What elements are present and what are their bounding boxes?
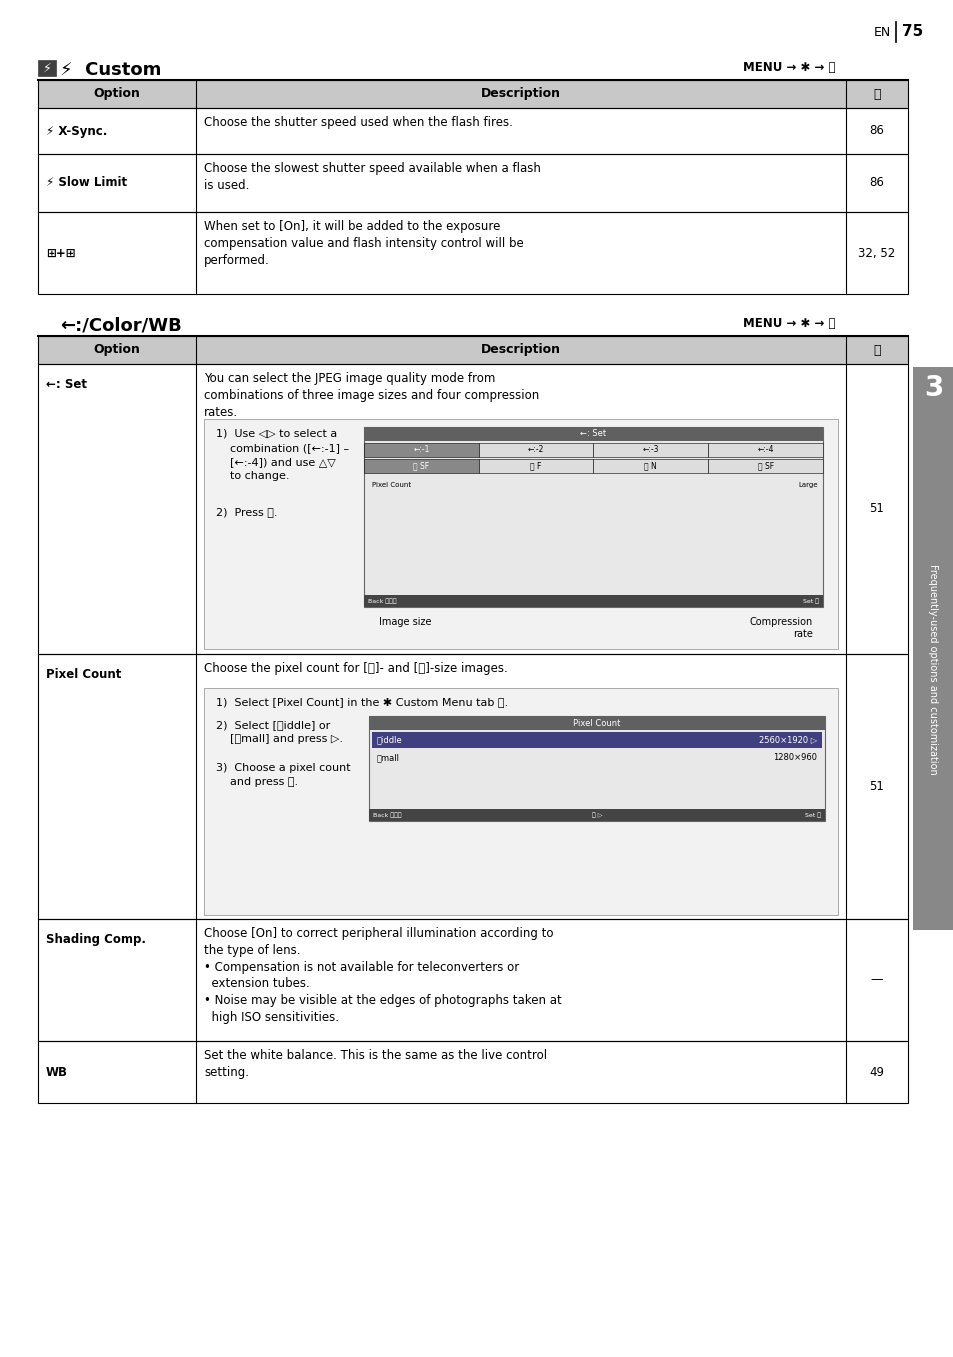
Text: —: —	[870, 973, 882, 987]
Text: Ⓛ SF: Ⓛ SF	[413, 461, 429, 471]
Bar	[38, 80, 907, 109]
Text: 1)  Use ◁▷ to select a
    combination ([←:-1] –
    [←:-4]) and use △▽
    to c: 1) Use ◁▷ to select a combination ([←:-1…	[215, 429, 349, 480]
Bar	[369, 716, 824, 730]
Text: Frequently-used options and customization: Frequently-used options and customizatio…	[927, 565, 938, 775]
Text: Ⓛ F: Ⓛ F	[530, 461, 541, 471]
Text: ←:-4: ←:-4	[757, 445, 773, 455]
Text: 2560×1920 ▷: 2560×1920 ▷	[758, 735, 816, 745]
Text: 2)  Press Ⓞ.: 2) Press Ⓞ.	[215, 508, 277, 517]
Text: Ⓢmall: Ⓢmall	[376, 753, 399, 763]
Bar	[364, 594, 822, 607]
Text: 3)  Choose a pixel count
    and press Ⓞ.: 3) Choose a pixel count and press Ⓞ.	[215, 763, 351, 787]
Bar	[912, 408, 953, 930]
Text: 51: 51	[868, 502, 883, 516]
Text: Back ⓂⓈⓈ: Back ⓂⓈⓈ	[373, 813, 401, 818]
Text: ⚡  Custom: ⚡ Custom	[60, 61, 161, 79]
Bar	[38, 337, 907, 364]
Text: 1280×960: 1280×960	[772, 753, 816, 763]
Bar	[38, 654, 907, 919]
Bar	[372, 731, 821, 748]
Text: ←:/Color/WB: ←:/Color/WB	[60, 318, 182, 335]
Bar	[912, 366, 953, 408]
Text: ⚡ Slow Limit: ⚡ Slow Limit	[46, 176, 127, 190]
Text: Choose the slowest shutter speed available when a flash
is used.: Choose the slowest shutter speed availab…	[204, 161, 540, 191]
Text: 86: 86	[868, 125, 883, 137]
Bar	[593, 442, 707, 457]
Bar	[38, 364, 907, 654]
Text: Description: Description	[480, 87, 560, 100]
Text: Ⓢ N: Ⓢ N	[644, 461, 657, 471]
Bar	[204, 688, 837, 915]
Bar	[38, 153, 907, 212]
Text: When set to [On], it will be added to the exposure
compensation value and flash : When set to [On], it will be added to th…	[204, 220, 523, 267]
Text: Option: Option	[93, 343, 140, 357]
Bar	[478, 459, 593, 474]
Text: MENU → ✱ → 辺: MENU → ✱ → 辺	[742, 61, 835, 75]
Text: Pixel Count: Pixel Count	[573, 718, 620, 727]
Text: ⊞+⊞: ⊞+⊞	[46, 247, 75, 259]
Text: Set Ⓞ: Set Ⓞ	[802, 598, 818, 604]
Text: 51: 51	[868, 780, 883, 792]
Text: Back ⓂⓈⓈ: Back ⓂⓈⓈ	[368, 598, 396, 604]
Bar	[364, 427, 822, 607]
Text: 86: 86	[868, 176, 883, 190]
Text: Ⓢ SF: Ⓢ SF	[757, 461, 773, 471]
Text: Choose the pixel count for [Ⓜ]- and [Ⓢ]-size images.: Choose the pixel count for [Ⓜ]- and [Ⓢ]-…	[204, 662, 507, 674]
Text: EN: EN	[873, 26, 890, 38]
Bar	[38, 109, 907, 153]
Text: ←:-1: ←:-1	[413, 445, 429, 455]
Text: Set the white balance. This is the same as the live control
setting.: Set the white balance. This is the same …	[204, 1049, 547, 1079]
Bar	[478, 442, 593, 457]
Text: MENU → ✱ → 辺: MENU → ✱ → 辺	[742, 318, 835, 330]
Text: Description: Description	[480, 343, 560, 357]
Bar	[369, 716, 824, 821]
Text: Pixel Count: Pixel Count	[372, 482, 411, 489]
Text: Pixel Count: Pixel Count	[46, 668, 121, 681]
Text: 32, 52: 32, 52	[858, 247, 895, 259]
Text: Ⓡ: Ⓡ	[872, 343, 880, 357]
Text: ⚡: ⚡	[43, 61, 51, 75]
Text: Shading Comp.: Shading Comp.	[46, 934, 146, 946]
Text: 75: 75	[901, 24, 923, 39]
Text: 1)  Select [Pixel Count] in the ✱ Custom Menu tab 辺.: 1) Select [Pixel Count] in the ✱ Custom …	[215, 697, 508, 708]
Text: 2)  Select [Ⓜiddle] or
    [Ⓢmall] and press ▷.: 2) Select [Ⓜiddle] or [Ⓢmall] and press …	[215, 721, 343, 744]
Text: ←: Set: ←: Set	[46, 379, 87, 391]
Text: Choose [On] to correct peripheral illumination according to
the type of lens.
• : Choose [On] to correct peripheral illumi…	[204, 927, 561, 1025]
Text: rate: rate	[792, 630, 812, 639]
Text: Image size: Image size	[378, 617, 431, 627]
Bar	[38, 1041, 907, 1103]
Bar	[593, 459, 707, 474]
Text: 3: 3	[923, 375, 943, 402]
Bar	[38, 919, 907, 1041]
Bar	[38, 60, 56, 76]
Text: Choose the shutter speed used when the flash fires.: Choose the shutter speed used when the f…	[204, 115, 513, 129]
Bar	[369, 809, 824, 821]
Text: Set Ⓞ: Set Ⓞ	[804, 813, 821, 818]
Text: Ⓜiddle: Ⓜiddle	[376, 735, 402, 745]
Bar	[364, 442, 478, 457]
Bar	[204, 419, 837, 649]
Text: Large: Large	[798, 482, 817, 489]
Bar	[364, 427, 822, 441]
Text: Ⓡ: Ⓡ	[872, 87, 880, 100]
Text: 49: 49	[868, 1065, 883, 1079]
Text: 辺 ▷: 辺 ▷	[591, 813, 601, 818]
Bar	[707, 459, 822, 474]
Text: ←:-2: ←:-2	[527, 445, 544, 455]
Text: ←: Set: ←: Set	[579, 430, 606, 438]
Bar	[372, 750, 821, 765]
Text: Option: Option	[93, 87, 140, 100]
Text: WB: WB	[46, 1065, 68, 1079]
Text: You can select the JPEG image quality mode from
combinations of three image size: You can select the JPEG image quality mo…	[204, 372, 538, 419]
Text: Compression: Compression	[749, 617, 812, 627]
Bar	[364, 459, 478, 474]
Bar	[707, 442, 822, 457]
Text: ⚡ X-Sync.: ⚡ X-Sync.	[46, 125, 108, 137]
Text: ←:-3: ←:-3	[642, 445, 659, 455]
Bar	[38, 212, 907, 294]
